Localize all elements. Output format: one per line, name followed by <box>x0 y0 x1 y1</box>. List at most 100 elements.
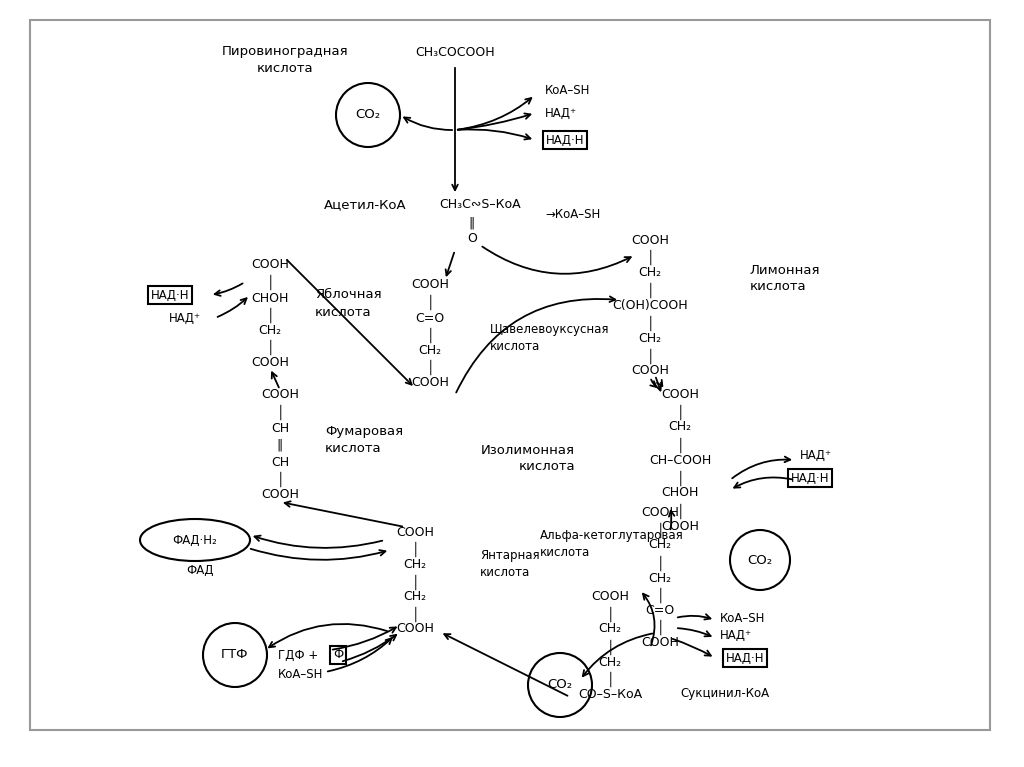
Text: кислота: кислота <box>480 565 530 578</box>
Text: │: │ <box>412 606 419 622</box>
Text: CH: CH <box>271 456 289 469</box>
Text: ‖: ‖ <box>469 216 475 229</box>
Text: CH₂: CH₂ <box>598 656 622 669</box>
Text: CO₂: CO₂ <box>355 108 381 121</box>
Text: CH₂: CH₂ <box>648 571 672 584</box>
Text: CH: CH <box>271 422 289 434</box>
Text: COOH: COOH <box>411 376 449 389</box>
Text: COOH: COOH <box>591 591 629 604</box>
Text: CH₂: CH₂ <box>638 265 662 278</box>
Text: CH₂: CH₂ <box>403 591 427 604</box>
Text: │: │ <box>656 522 664 538</box>
Text: │: │ <box>412 542 419 557</box>
Text: CHOH: CHOH <box>662 486 698 499</box>
Text: CH₂: CH₂ <box>403 558 427 571</box>
Text: кислота: кислота <box>315 305 372 318</box>
Text: CO₂: CO₂ <box>748 554 772 567</box>
Text: НАД⁺: НАД⁺ <box>169 311 201 324</box>
Text: COOH: COOH <box>396 623 434 636</box>
Text: COOH: COOH <box>662 519 699 532</box>
Text: Яблочная: Яблочная <box>315 288 382 301</box>
Text: Пировиноградная: Пировиноградная <box>221 45 348 58</box>
Text: ‖: ‖ <box>276 439 283 452</box>
Text: │: │ <box>266 339 273 354</box>
Text: КоА–SH: КоА–SH <box>278 669 324 682</box>
Text: │: │ <box>656 555 664 571</box>
Text: CH₂: CH₂ <box>648 538 672 551</box>
Text: CH₃COCOOH: CH₃COCOOH <box>415 45 495 58</box>
Text: НАД·H: НАД·H <box>546 133 585 146</box>
Text: │: │ <box>656 619 664 635</box>
Text: НАД·H: НАД·H <box>791 472 829 485</box>
Text: CH₃C∾S–КоА: CH₃C∾S–КоА <box>439 199 521 212</box>
Text: кислота: кислота <box>540 545 590 558</box>
Text: COOH: COOH <box>261 389 299 401</box>
Text: │: │ <box>266 308 273 323</box>
Text: COOH: COOH <box>411 278 449 291</box>
Text: CO₂: CO₂ <box>548 679 572 692</box>
Text: CH₂: CH₂ <box>419 344 441 357</box>
Text: COOH: COOH <box>631 233 669 246</box>
Text: │: │ <box>646 348 653 364</box>
Text: Изолимонная: Изолимонная <box>481 443 575 456</box>
Text: Ф: Ф <box>333 649 343 661</box>
Text: КоА–SH: КоА–SH <box>720 611 765 624</box>
Text: COOH: COOH <box>641 506 679 519</box>
Text: CH₂: CH₂ <box>669 420 691 433</box>
Text: CH₂: CH₂ <box>598 623 622 636</box>
Text: CH–COOH: CH–COOH <box>649 453 711 466</box>
Text: │: │ <box>646 282 653 298</box>
Text: │: │ <box>426 359 434 375</box>
Text: COOH: COOH <box>251 258 289 272</box>
Text: │: │ <box>412 574 419 590</box>
Text: НАД·H: НАД·H <box>726 651 764 664</box>
Text: CH₂: CH₂ <box>258 324 282 337</box>
Text: │: │ <box>266 275 273 290</box>
Text: CO–S–КоА: CO–S–КоА <box>578 689 642 702</box>
Text: │: │ <box>606 606 613 622</box>
Text: │: │ <box>276 404 284 420</box>
Text: │: │ <box>606 639 613 655</box>
Text: │: │ <box>676 404 684 420</box>
Text: НАД⁺: НАД⁺ <box>545 107 578 120</box>
Text: COOH: COOH <box>631 364 669 377</box>
Text: кислота: кислота <box>325 443 382 456</box>
Text: Фумаровая: Фумаровая <box>325 426 403 439</box>
Text: COOH: COOH <box>662 389 699 401</box>
Text: COOH: COOH <box>641 636 679 649</box>
Text: Альфа-кетоглутаровая: Альфа-кетоглутаровая <box>540 528 684 542</box>
Text: │: │ <box>606 671 613 686</box>
Text: кислота: кислота <box>257 61 313 74</box>
Text: Щавелевоуксусная: Щавелевоуксусная <box>490 324 609 337</box>
Text: CH₂: CH₂ <box>638 331 662 344</box>
Text: ФАД·H₂: ФАД·H₂ <box>173 534 217 547</box>
Text: COOH: COOH <box>251 355 289 368</box>
Text: CHOH: CHOH <box>251 291 289 304</box>
Text: →КоА–SH: →КоА–SH <box>545 209 600 222</box>
Text: │: │ <box>426 328 434 343</box>
Text: Ацетил-КоА: Ацетил-КоА <box>324 199 407 212</box>
Text: │: │ <box>676 437 684 453</box>
Text: │: │ <box>676 470 684 486</box>
Text: │: │ <box>656 588 664 603</box>
Text: кислота: кислота <box>518 460 575 473</box>
Text: НАД·H: НАД·H <box>151 288 189 301</box>
Text: O: O <box>467 232 477 245</box>
Text: НАД⁺: НАД⁺ <box>720 628 752 641</box>
Text: Янтарная: Янтарная <box>480 548 540 561</box>
Text: COOH: COOH <box>396 525 434 538</box>
Text: │: │ <box>646 315 653 331</box>
Text: │: │ <box>676 503 684 518</box>
Text: ГТФ: ГТФ <box>221 649 249 661</box>
Text: COOH: COOH <box>261 489 299 502</box>
Text: │: │ <box>426 295 434 310</box>
Text: КоА–SH: КоА–SH <box>545 84 591 97</box>
Text: Сукцинил-КоА: Сукцинил-КоА <box>680 686 769 700</box>
Text: │: │ <box>646 249 653 265</box>
Text: C=O: C=O <box>645 604 675 617</box>
Text: кислота: кислота <box>490 341 541 354</box>
Text: НАД⁺: НАД⁺ <box>800 449 833 462</box>
Text: C(OH)COOH: C(OH)COOH <box>612 298 688 311</box>
Text: кислота: кислота <box>750 281 807 294</box>
Text: Лимонная: Лимонная <box>750 264 820 276</box>
